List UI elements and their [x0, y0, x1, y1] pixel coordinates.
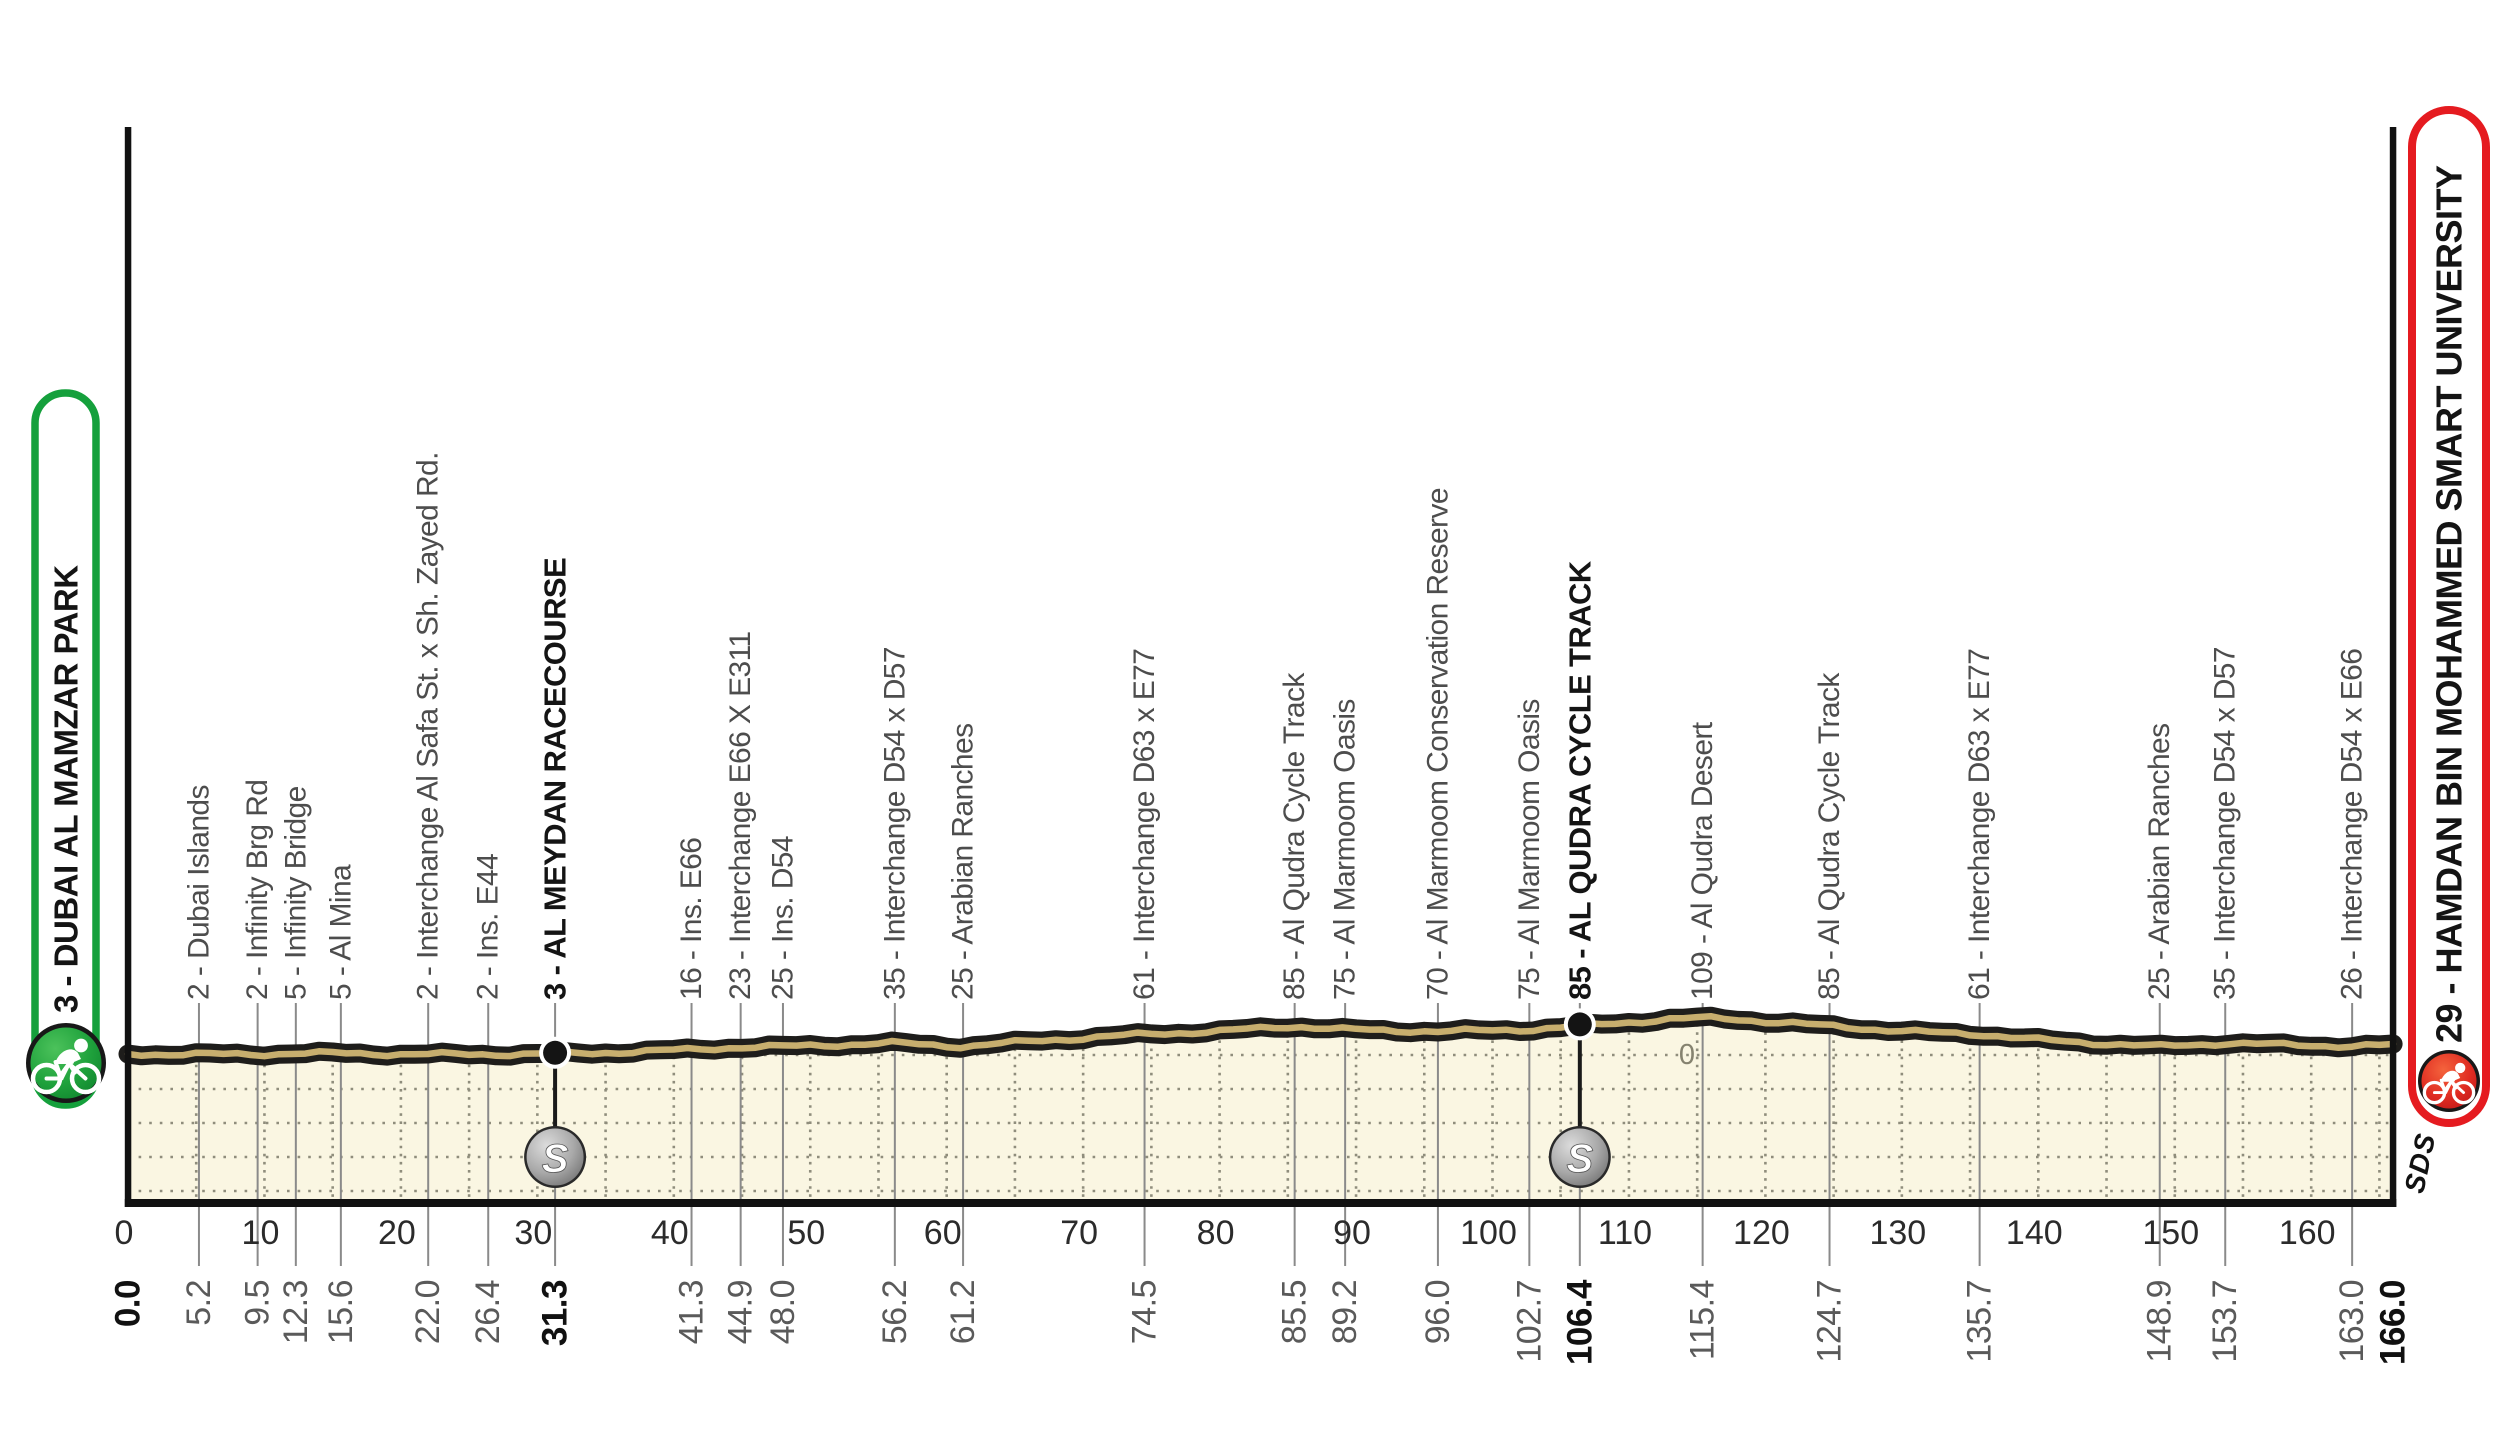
sds-logo: SDS: [2399, 1130, 2442, 1196]
waypoint-label: 75 - Al Marmoom Oasis: [1513, 699, 1546, 1000]
x-axis-tick-label: 80: [1197, 1214, 1235, 1252]
km-label: 89.2: [1326, 1280, 1364, 1344]
km-label: 22.0: [409, 1280, 447, 1344]
km-label: 163.0: [2333, 1280, 2371, 1363]
waypoint-label: 2 - Ins. E44: [472, 854, 505, 1000]
x-axis-tick-label: 100: [1460, 1214, 1517, 1252]
km-label: 15.6: [322, 1280, 360, 1344]
finish-terminal: 29 - HAMDAN BIN MOHAMMED SMART UNIVERSIT…: [2408, 106, 2490, 1127]
km-label: 56.2: [876, 1280, 914, 1344]
km-label: 26.4: [469, 1280, 507, 1344]
waypoint-labels: 2 - Dubai Islands 2 - Infinity Brg Rd 5 - …: [182, 452, 2368, 1000]
km-label: 0.0: [109, 1280, 148, 1327]
sprint-symbol: S: [542, 1137, 569, 1181]
sprint-ball: [1551, 1128, 1609, 1186]
right-axis: [2389, 127, 2397, 1207]
start-terminal: 3 - DUBAI AL MAMZAR PARK: [26, 389, 106, 1109]
waypoint-label: 25 - Ins. D54: [766, 836, 799, 1000]
x-axis-tick-label: 160: [2279, 1214, 2336, 1252]
bottom-axis: [124, 1199, 2397, 1207]
waypoint-label: 85 - AL QUDRA CYCLE TRACK: [1562, 560, 1597, 1000]
km-label: 31.3: [536, 1280, 575, 1346]
x-axis-tick-label: 90: [1333, 1214, 1371, 1252]
axis-tick-labels: 0 10 20 30 40 50 60 70 80 90 100 110 120 130 140 150 160: [115, 1214, 2336, 1252]
km-label: 135.7: [1961, 1280, 1999, 1363]
km-label: 166.0: [2374, 1280, 2413, 1365]
x-axis-tick-label: 140: [2006, 1214, 2063, 1252]
waypoint-label: 25 - Arabian Ranches: [947, 723, 980, 1000]
x-axis-tick-label: 110: [1598, 1214, 1652, 1252]
waypoint-label: 3 - AL MEYDAN RACECOURSE: [538, 558, 573, 1000]
km-labels: 0.0 5.2 9.5 12.3 15.6 22.0 26.4 31.3 41.3 44.9 48.…: [109, 1279, 2413, 1365]
x-axis-tick-label: 70: [1060, 1214, 1098, 1252]
waypoint-label: 35 - Interchange D54 x D57: [878, 647, 911, 1000]
x-axis-tick-label: 40: [651, 1214, 689, 1252]
waypoint-label: 85 - Al Qudra Cycle Track: [1813, 672, 1846, 1000]
waypoint-label: 25 - Arabian Ranches: [2143, 723, 2176, 1000]
x-axis-tick-label: 150: [2142, 1214, 2199, 1252]
finish-badge-label: 29 - HAMDAN BIN MOHAMMED SMART UNIVERSIT…: [2429, 165, 2470, 1043]
sprint-dot: [1567, 1012, 1592, 1037]
sprint-dot: [543, 1040, 568, 1065]
waypoint-label: 109 - Al Qudra Desert: [1686, 721, 1719, 1000]
km-label: 5.2: [180, 1280, 218, 1326]
waypoint-label: 2 - Interchange Al Safa St. x Sh. Zayed …: [412, 452, 445, 1000]
waypoint-label: 75 - Al Marmoom Oasis: [1329, 699, 1362, 1000]
km-label: 115.4: [1684, 1280, 1722, 1360]
km-label: 41.3: [673, 1280, 711, 1344]
waypoint-label: 16 - Ins. E66: [675, 838, 708, 1000]
km-label: 74.5: [1126, 1280, 1164, 1344]
finish-badge-box: [2408, 106, 2490, 1127]
waypoint-label: 2 - Dubai Islands: [182, 785, 215, 1000]
km-label: 148.9: [2141, 1280, 2179, 1363]
km-label: 12.3: [277, 1280, 315, 1344]
km-label: 96.0: [1419, 1280, 1457, 1344]
waypoint-label: 5 - Infinity Bridge: [279, 786, 312, 1000]
waypoint-label: 2 - Infinity Brg Rd: [241, 780, 274, 1000]
road-centerline: [124, 1012, 2397, 1060]
km-label: 106.4: [1560, 1279, 1599, 1365]
x-axis-tick-label: 120: [1733, 1214, 1790, 1252]
km-label: 44.9: [722, 1280, 760, 1344]
waypoint-label: 35 - Interchange D54 x D57: [2209, 647, 2242, 1000]
km-label: 153.7: [2206, 1280, 2244, 1363]
elevation-zero-label: 0: [1679, 1039, 1695, 1071]
km-label: 9.5: [239, 1280, 277, 1326]
km-label: 85.5: [1276, 1280, 1314, 1344]
sprint-symbol: S: [1566, 1137, 1593, 1181]
ground-fill: [128, 1016, 2394, 1203]
waypoint-label: 26 - Interchange D54 x E66: [2336, 649, 2369, 1000]
waypoint-label: 61 - Interchange D63 x E77: [1128, 649, 1161, 1000]
x-axis-tick-label: 130: [1869, 1214, 1926, 1252]
waypoint-label: 5 - Al Mina: [324, 864, 357, 1000]
left-axis: [124, 127, 132, 1207]
x-axis-tick-label: 0: [115, 1214, 134, 1252]
km-label: 48.0: [764, 1280, 802, 1344]
sprint-ball: [526, 1128, 584, 1186]
x-axis-tick-label: 60: [924, 1214, 962, 1252]
km-label: 61.2: [944, 1280, 982, 1344]
start-badge-box: [31, 389, 100, 1109]
waypoint-label: 23 - Interchange E66 X E311: [724, 631, 757, 1000]
start-badge-label: 3 - DUBAI AL MAMZAR PARK: [48, 565, 85, 1013]
waypoint-label: 85 - Al Qudra Cycle Track: [1278, 672, 1311, 1000]
x-axis-tick-label: 30: [514, 1214, 552, 1252]
km-label: 102.7: [1510, 1280, 1548, 1363]
km-label: 124.7: [1811, 1280, 1849, 1363]
waypoint-label: 61 - Interchange D63 x E77: [1963, 649, 1996, 1000]
x-axis-tick-label: 10: [242, 1214, 280, 1252]
waypoint-label: 70 - Al Marmoom Conservation Reserve: [1421, 488, 1454, 1000]
x-axis-tick-label: 50: [787, 1214, 825, 1252]
x-axis-tick-label: 20: [378, 1214, 416, 1252]
